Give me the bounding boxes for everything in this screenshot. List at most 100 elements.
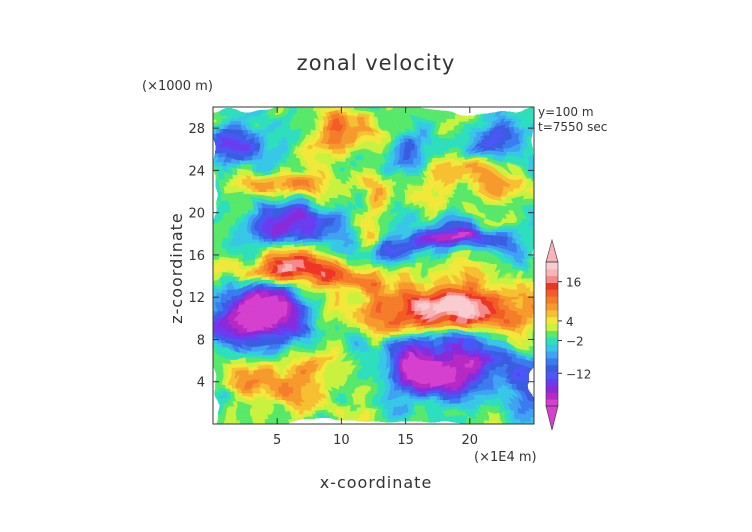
field-cell [233, 146, 240, 152]
field-cell [435, 220, 441, 227]
field-cell [280, 419, 287, 424]
field-cell [213, 383, 218, 390]
field-cell [439, 150, 445, 156]
field-cell [375, 282, 381, 289]
field-cell [486, 313, 492, 319]
field-cell [238, 322, 244, 328]
field-cell [332, 141, 338, 148]
field-cell [499, 229, 505, 236]
field-cell [413, 313, 419, 319]
field-cell [276, 242, 282, 249]
field-cell [379, 229, 385, 236]
field-cell [353, 124, 360, 130]
field-cell [482, 238, 488, 244]
field-cell [366, 150, 372, 156]
field-cell [387, 256, 394, 262]
field-cell [452, 295, 458, 302]
field-cell [452, 317, 458, 324]
field-cell [417, 198, 424, 205]
field-cell [499, 265, 505, 271]
field-cell [494, 344, 501, 350]
field-cell [225, 107, 231, 112]
field-cell [315, 247, 321, 253]
field-cell [396, 242, 402, 249]
field-cell [242, 388, 248, 394]
field-cell [413, 146, 419, 152]
field-cell [400, 150, 407, 156]
field-cell [375, 322, 381, 328]
field-cell [383, 410, 389, 416]
field-cell [494, 273, 501, 280]
field-cell [221, 185, 227, 192]
field-cell [259, 159, 265, 165]
field-cell [413, 229, 419, 236]
field-cell [405, 207, 411, 214]
field-cell [443, 176, 449, 183]
field-cell [302, 256, 308, 262]
field-cell [285, 348, 291, 355]
field-cell [409, 313, 415, 319]
field-cell [345, 203, 351, 209]
field-cell [293, 383, 300, 390]
field-cell [259, 216, 265, 222]
field-cell [293, 260, 300, 266]
field-cell [221, 265, 227, 271]
field-cell [435, 383, 441, 390]
field-cell [387, 163, 394, 170]
field-cell [298, 269, 304, 275]
field-cell [499, 137, 505, 143]
field-cell [340, 150, 347, 156]
field-cell [465, 326, 471, 333]
field-cell [465, 322, 471, 328]
field-cell [225, 256, 231, 262]
field-cell [238, 388, 244, 394]
field-cell [465, 132, 471, 139]
field-cell [396, 339, 402, 346]
field-cell [216, 115, 223, 121]
field-cell [293, 181, 300, 187]
field-cell [473, 198, 479, 205]
field-cell [319, 225, 325, 231]
field-cell [387, 234, 394, 240]
field-cell [298, 220, 304, 227]
field-cell [225, 419, 231, 424]
field-cell [238, 269, 244, 275]
field-cell [443, 128, 449, 134]
field-cell [246, 154, 253, 161]
field-cell [417, 234, 424, 240]
field-cell [268, 128, 274, 134]
field-cell [494, 295, 501, 302]
field-cell [319, 194, 325, 200]
field-cell [477, 287, 484, 293]
field-cell [396, 287, 402, 293]
field-cell [272, 119, 278, 126]
field-cell [447, 309, 454, 315]
field-cell [336, 229, 342, 236]
field-cell [345, 379, 351, 385]
field-cell [469, 357, 475, 363]
field-cell [439, 110, 445, 117]
field-cell [268, 379, 274, 385]
field-cell [268, 419, 274, 424]
field-cell [396, 181, 402, 187]
field-cell [460, 176, 467, 183]
field-cell [366, 397, 372, 403]
field-cell [370, 124, 377, 130]
field-cell [229, 163, 235, 170]
field-cell [439, 154, 445, 161]
field-cell [392, 335, 398, 341]
field-cell [353, 154, 360, 161]
field-cell [400, 339, 407, 346]
field-cell [447, 137, 454, 143]
field-cell [362, 242, 368, 249]
field-cell [417, 107, 424, 112]
field-cell [221, 331, 227, 337]
field-cell [379, 234, 385, 240]
field-cell [439, 256, 445, 262]
field-cell [276, 107, 282, 112]
field-cell [233, 225, 240, 231]
field-cell [302, 119, 308, 126]
field-cell [435, 309, 441, 315]
field-cell [465, 119, 471, 126]
field-cell [443, 304, 449, 311]
